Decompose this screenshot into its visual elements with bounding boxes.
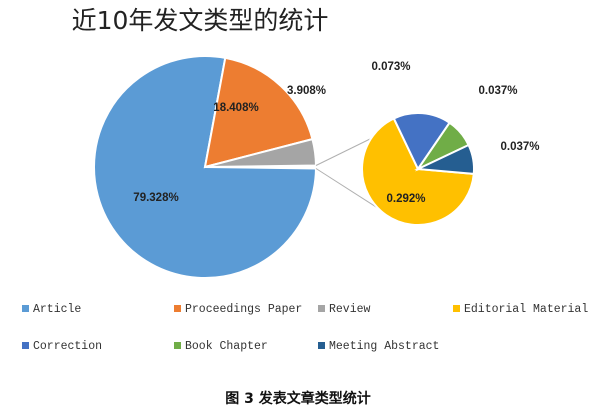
data-label-review: 3.908% (287, 85, 326, 97)
legend-swatch-review (318, 305, 325, 312)
data-label-article: 79.328% (133, 192, 178, 204)
data-label-book-chapter: 0.037% (478, 85, 517, 97)
connector-lines (315, 138, 385, 213)
sub-pie-slice-meeting-abstract (414, 143, 475, 175)
legend-swatch-article (22, 305, 29, 312)
legend-item-correction: Correction (22, 340, 102, 353)
sub-pie-slice-editorial-material (361, 117, 475, 226)
legend-item-book-chapter: Book Chapter (174, 340, 268, 353)
legend-item-meeting-abstract: Meeting Abstract (318, 340, 439, 353)
legend-label-book-chapter: Book Chapter (185, 340, 268, 353)
legend-item-review: Review (318, 303, 371, 316)
data-labels: 79.328% 18.408% 3.908% 0.292% 0.073% 0.037% 0.… (133, 61, 539, 205)
data-label-meeting-abstract: 0.037% (500, 141, 539, 153)
legend-item-article: Article (22, 303, 81, 316)
legend-item-editorial-material: Editorial Material (453, 303, 588, 316)
legend-swatch-correction (22, 342, 29, 349)
connector-line-bottom (315, 168, 385, 213)
legend-label-correction: Correction (33, 340, 102, 353)
legend-label-editorial-material: Editorial Material (464, 303, 588, 316)
data-label-editorial-material: 0.292% (386, 193, 425, 205)
data-label-proceedings-paper: 18.408% (213, 102, 258, 114)
legend-label-proceedings-paper: Proceedings Paper (185, 303, 302, 316)
sub-pie (361, 112, 475, 226)
legend-swatch-proceedings-paper (174, 305, 181, 312)
sub-pie-slice-correction (392, 112, 451, 171)
legend-label-article: Article (33, 303, 81, 316)
main-pie (93, 55, 318, 279)
figure-caption: 图 3 发表文章类型统计 (225, 390, 371, 407)
data-label-correction: 0.073% (371, 61, 410, 73)
legend: Article Proceedings Paper Review Editorial … (22, 303, 588, 353)
legend-swatch-editorial-material (453, 305, 460, 312)
legend-swatch-book-chapter (174, 342, 181, 349)
legend-item-proceedings-paper: Proceedings Paper (174, 303, 302, 316)
legend-label-review: Review (329, 303, 371, 316)
connector-line-top (315, 138, 371, 166)
chart-title: 近10年发文类型的统计 (72, 6, 329, 35)
legend-label-meeting-abstract: Meeting Abstract (329, 340, 439, 353)
legend-swatch-meeting-abstract (318, 342, 325, 349)
pie-slice-proceedings-paper (203, 56, 314, 169)
